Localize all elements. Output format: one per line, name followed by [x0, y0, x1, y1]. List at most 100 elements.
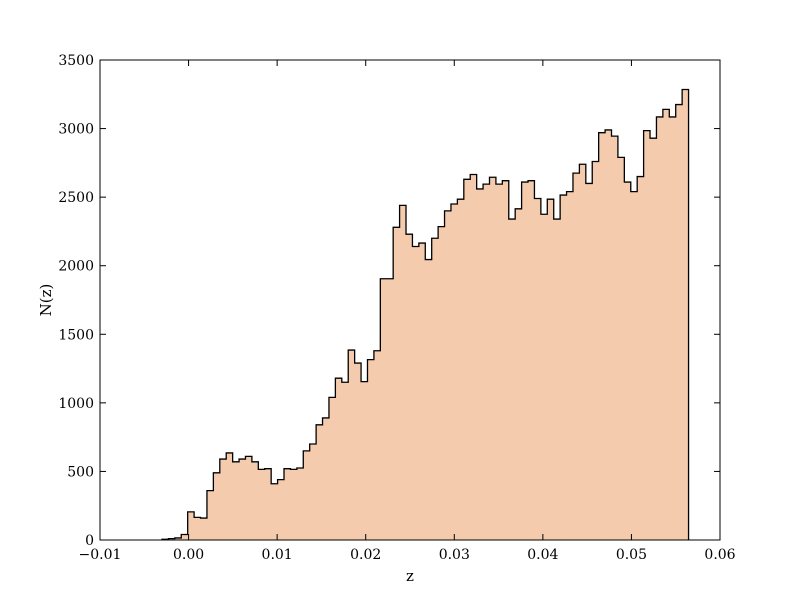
histogram-bar [399, 205, 407, 540]
plot-frame [99, 59, 721, 541]
histogram-bar [322, 417, 330, 540]
histogram-bar [630, 191, 638, 540]
histogram-bar [528, 180, 535, 540]
histogram-bar [361, 381, 368, 540]
histogram-bar [393, 227, 400, 541]
histogram-bar [226, 452, 234, 540]
histogram-bar [380, 278, 388, 540]
y-tick-label: 1500 [58, 327, 94, 343]
histogram-bar [168, 538, 176, 540]
histogram-bar [617, 157, 625, 540]
histogram-bar [483, 184, 490, 540]
histogram-bar [271, 483, 278, 540]
histogram-bar [438, 226, 445, 540]
histogram-bar [566, 191, 574, 540]
histogram-bar [643, 130, 651, 540]
histogram-bar [181, 534, 189, 540]
histogram-bar [219, 459, 227, 540]
histogram-bar [650, 138, 657, 540]
histogram-bar [476, 188, 484, 540]
histogram-bars [162, 89, 689, 541]
histogram-bar [675, 104, 683, 541]
histogram-bar [431, 238, 439, 541]
histogram-bar [386, 278, 394, 540]
histogram-bar [206, 490, 214, 540]
histogram-bar [425, 259, 433, 540]
y-tick-label: 0 [85, 533, 94, 549]
y-tick-label: 3500 [58, 53, 94, 69]
histogram-bar [656, 116, 664, 541]
histogram-bar [213, 472, 221, 540]
histogram-bar [611, 136, 619, 540]
histogram-bar [515, 208, 522, 541]
histogram-bar [284, 468, 291, 540]
histogram-bar [264, 468, 272, 540]
histogram-bar [232, 461, 240, 540]
axis-ticks: −0.01 0.00 0.01 0.02 0.03 0.04 0.05 0.06 0 500 100… [58, 53, 735, 563]
histogram-bar [303, 450, 311, 540]
histogram-bar [341, 382, 349, 540]
histogram-bar [450, 204, 458, 540]
x-tick-label: 0.06 [704, 547, 735, 563]
histogram-bar [547, 199, 555, 540]
histogram-bar [585, 183, 593, 540]
histogram-bar [540, 214, 548, 541]
x-tick-label: 0.03 [439, 547, 470, 563]
histogram-bar [624, 182, 632, 541]
histogram-bar [534, 198, 542, 540]
histogram-bar [521, 182, 529, 541]
histogram-bar [418, 243, 426, 541]
x-tick-label: −0.01 [79, 547, 122, 563]
histogram-bar [316, 424, 323, 540]
histogram-bar [662, 109, 670, 540]
histogram-bar [444, 210, 452, 540]
histogram-bar [348, 350, 356, 540]
histogram-bar [296, 468, 304, 540]
histogram-bar [412, 246, 420, 540]
y-tick-label: 500 [67, 464, 94, 480]
histogram-bar [682, 89, 689, 540]
histogram-bar [489, 177, 497, 540]
histogram-bar [495, 184, 503, 540]
histogram-bar [290, 469, 298, 540]
histogram-bar [406, 234, 413, 540]
histogram-bar [470, 174, 478, 540]
histogram-bar [502, 180, 510, 540]
x-axis-title: z [406, 567, 414, 585]
histogram-bar [354, 363, 362, 540]
histogram-bar [277, 479, 285, 540]
histogram-bar [605, 129, 612, 540]
histogram-bar [328, 397, 336, 540]
y-tick-label: 1000 [58, 396, 94, 412]
histogram-bar [508, 219, 516, 541]
histogram-bar [457, 199, 465, 540]
histogram-bar [309, 444, 317, 540]
y-tick-label: 3000 [58, 122, 94, 138]
histogram-bar [258, 469, 266, 540]
histogram-bar [669, 116, 677, 541]
y-tick-label: 2500 [58, 190, 94, 206]
histogram-bar [598, 132, 606, 540]
histogram-bar [572, 173, 580, 540]
histogram-bar [560, 195, 567, 541]
histogram-bar [335, 378, 343, 540]
histogram-bar [637, 176, 645, 541]
histogram-bar [251, 461, 259, 540]
histogram-bar [194, 517, 201, 540]
y-tick-label: 2000 [58, 259, 94, 275]
histogram-bar [553, 219, 561, 541]
histogram-bar [187, 511, 195, 540]
x-tick-label: 0.05 [616, 547, 647, 563]
histogram-bar [200, 518, 208, 540]
x-tick-label: 0.00 [173, 547, 204, 563]
histogram-bar [367, 359, 375, 540]
histogram-bar [174, 537, 182, 540]
histogram-bar [373, 350, 381, 540]
histogram-bar [239, 459, 246, 540]
x-tick-label: 0.01 [262, 547, 293, 563]
x-tick-label: 0.02 [350, 547, 381, 563]
histogram-bar [592, 161, 600, 540]
histogram-bar [463, 179, 471, 541]
histogram-bar [245, 456, 253, 540]
